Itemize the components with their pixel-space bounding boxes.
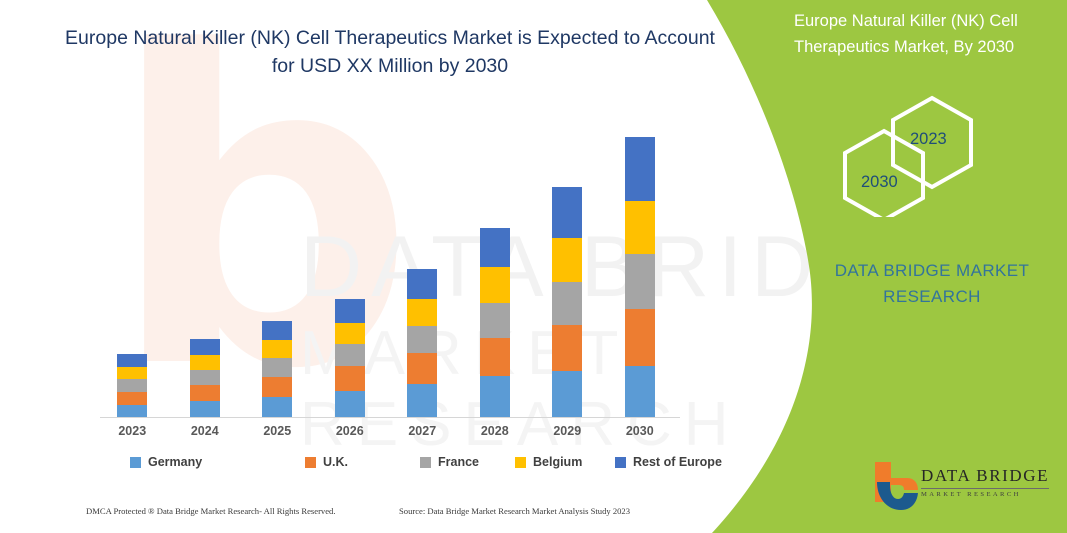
bar-2026[interactable] bbox=[334, 299, 365, 418]
bar-segment-rest-of-europe[interactable] bbox=[407, 269, 438, 299]
legend-item-u-k[interactable]: U.K. bbox=[305, 455, 348, 469]
bar-segment-germany[interactable] bbox=[262, 397, 293, 418]
bar-segment-belgium[interactable] bbox=[552, 238, 583, 282]
hexagon-badges: 2030 2023 bbox=[832, 92, 1052, 223]
bar-segment-germany[interactable] bbox=[117, 405, 148, 418]
bar-2029[interactable] bbox=[552, 187, 583, 418]
hexagon-label-2023: 2023 bbox=[910, 130, 947, 148]
bar-2030[interactable] bbox=[624, 137, 655, 418]
bar-segment-germany[interactable] bbox=[624, 366, 655, 418]
bar-segment-belgium[interactable] bbox=[407, 299, 438, 326]
bar-segment-rest-of-europe[interactable] bbox=[624, 137, 655, 201]
bar-2027[interactable] bbox=[407, 269, 438, 418]
bar-segment-belgium[interactable] bbox=[189, 355, 220, 370]
x-tick-2028: 2028 bbox=[480, 424, 509, 438]
bar-segment-france[interactable] bbox=[189, 370, 220, 385]
logo-sub-text: MARKET RESEARCH bbox=[921, 491, 1021, 498]
bar-segment-france[interactable] bbox=[479, 303, 510, 338]
chart-panel: Europe Natural Killer (NK) Cell Therapeu… bbox=[0, 27, 760, 526]
footer-source: Source: Data Bridge Market Research Mark… bbox=[399, 506, 631, 516]
bar-segment-u-k[interactable] bbox=[117, 392, 148, 405]
bar-segment-u-k[interactable] bbox=[552, 325, 583, 371]
legend-swatch-icon bbox=[420, 456, 431, 468]
bar-segment-rest-of-europe[interactable] bbox=[189, 339, 220, 355]
x-axis-tick-labels: 2023 2024 2025 2026 2027 2028 2029 2030 bbox=[100, 424, 680, 444]
stacked-bar-plot bbox=[100, 120, 680, 418]
x-tick-2023: 2023 bbox=[118, 424, 147, 438]
bar-segment-germany[interactable] bbox=[407, 384, 438, 418]
bar-segment-belgium[interactable] bbox=[262, 340, 293, 358]
legend-swatch-icon bbox=[515, 456, 526, 468]
hexagon-shapes bbox=[843, 95, 973, 223]
brand-name: DATA BRIDGE MARKET RESEARCH bbox=[834, 261, 1030, 306]
bar-segment-rest-of-europe[interactable] bbox=[552, 187, 583, 238]
bar-segment-belgium[interactable] bbox=[117, 367, 148, 379]
bar-2028[interactable] bbox=[479, 228, 510, 418]
footer-copyright: DMCA Protected ® Data Bridge Market Rese… bbox=[86, 506, 336, 516]
legend-label: Rest of Europe bbox=[633, 455, 722, 469]
bar-segment-france[interactable] bbox=[624, 254, 655, 309]
bar-2025[interactable] bbox=[262, 321, 293, 418]
bar-segment-u-k[interactable] bbox=[624, 309, 655, 366]
bar-2023[interactable] bbox=[117, 354, 148, 418]
legend-label: U.K. bbox=[323, 455, 348, 469]
green-panel-content: Europe Natural Killer (NK) Cell Therapeu… bbox=[687, 0, 1067, 533]
logo-main-text: DATA BRIDGE bbox=[921, 466, 1050, 485]
bar-segment-germany[interactable] bbox=[552, 371, 583, 418]
x-tick-2026: 2026 bbox=[335, 424, 364, 438]
hexagon-label-2030: 2030 bbox=[861, 173, 898, 191]
legend-swatch-icon bbox=[615, 456, 626, 468]
legend-swatch-icon bbox=[130, 456, 141, 468]
bar-segment-u-k[interactable] bbox=[262, 377, 293, 397]
legend-swatch-icon bbox=[305, 456, 316, 468]
bar-segment-rest-of-europe[interactable] bbox=[334, 299, 365, 323]
x-axis-line bbox=[100, 417, 680, 418]
bar-segment-france[interactable] bbox=[117, 379, 148, 392]
bar-segment-rest-of-europe[interactable] bbox=[262, 321, 293, 340]
x-tick-2029: 2029 bbox=[553, 424, 582, 438]
logo-mark-icon bbox=[875, 462, 918, 510]
bar-segment-belgium[interactable] bbox=[334, 323, 365, 344]
logo-divider bbox=[921, 488, 1049, 489]
bar-segment-u-k[interactable] bbox=[334, 366, 365, 391]
bar-segment-france[interactable] bbox=[262, 358, 293, 377]
legend-item-france[interactable]: France bbox=[420, 455, 479, 469]
hexagon-2023-shape bbox=[891, 95, 973, 190]
legend-label: France bbox=[438, 455, 479, 469]
bar-segment-germany[interactable] bbox=[189, 401, 220, 418]
x-tick-2027: 2027 bbox=[408, 424, 437, 438]
legend-item-germany[interactable]: Germany bbox=[130, 455, 202, 469]
bar-segment-france[interactable] bbox=[334, 344, 365, 366]
bar-2024[interactable] bbox=[189, 339, 220, 418]
green-panel-shape bbox=[707, 0, 1067, 533]
bar-segment-belgium[interactable] bbox=[624, 201, 655, 254]
bar-segment-germany[interactable] bbox=[479, 376, 510, 418]
logo-wordmark: DATA BRIDGE MARKET RESEARCH bbox=[921, 466, 1051, 498]
bar-segment-u-k[interactable] bbox=[479, 338, 510, 376]
legend-item-rest-of-europe[interactable]: Rest of Europe bbox=[615, 455, 722, 469]
green-side-panel: Europe Natural Killer (NK) Cell Therapeu… bbox=[687, 0, 1067, 533]
x-tick-2024: 2024 bbox=[190, 424, 219, 438]
panel-title: Europe Natural Killer (NK) Cell Therapeu… bbox=[794, 12, 1018, 56]
x-tick-2030: 2030 bbox=[625, 424, 654, 438]
legend-label: Belgium bbox=[533, 455, 583, 469]
bar-segment-u-k[interactable] bbox=[407, 353, 438, 384]
bar-segment-france[interactable] bbox=[552, 282, 583, 325]
legend-label: Germany bbox=[148, 455, 203, 469]
footer: DMCA Protected ® Data Bridge Market Rese… bbox=[0, 506, 760, 526]
legend-item-belgium[interactable]: Belgium bbox=[515, 455, 582, 469]
bar-segment-rest-of-europe[interactable] bbox=[479, 228, 510, 267]
company-logo: DATA BRIDGE MARKET RESEARCH bbox=[871, 458, 1051, 518]
x-tick-2025: 2025 bbox=[263, 424, 292, 438]
bar-segment-belgium[interactable] bbox=[479, 267, 510, 303]
bar-segment-u-k[interactable] bbox=[189, 385, 220, 401]
chart-title: Europe Natural Killer (NK) Cell Therapeu… bbox=[65, 27, 715, 77]
chart-legend: Germany U.K. France Belgium Rest of Europe bbox=[100, 455, 722, 475]
bar-segment-germany[interactable] bbox=[334, 391, 365, 418]
bar-segment-france[interactable] bbox=[407, 326, 438, 353]
bar-segment-rest-of-europe[interactable] bbox=[117, 354, 148, 367]
